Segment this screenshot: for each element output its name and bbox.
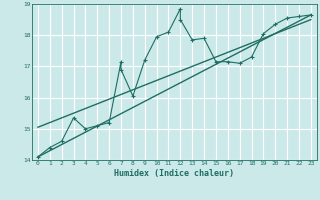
X-axis label: Humidex (Indice chaleur): Humidex (Indice chaleur) (115, 169, 234, 178)
